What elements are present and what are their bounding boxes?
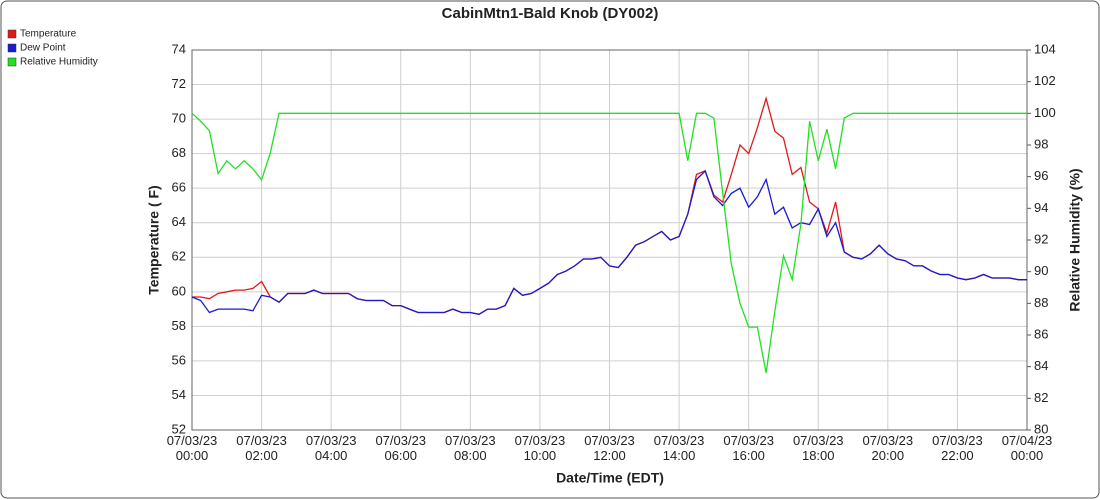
- legend-swatch: [7, 29, 17, 39]
- y2-tick-label: 90: [1034, 263, 1048, 278]
- y-tick-label: 54: [172, 387, 186, 402]
- x-tick-label: 07/03/23 22:00: [932, 433, 983, 463]
- y2-tick-label: 98: [1034, 136, 1048, 151]
- y-axis-label: Temperature ( F): [146, 185, 162, 294]
- y2-tick-label: 80: [1034, 421, 1048, 436]
- y-tick-label: 64: [172, 214, 186, 229]
- y-tick-label: 60: [172, 283, 186, 298]
- y2-tick-label: 96: [1034, 168, 1048, 183]
- y2-tick-label: 86: [1034, 326, 1048, 341]
- plot-border: [191, 49, 1028, 431]
- x-tick-label: 07/03/23 04:00: [305, 433, 357, 463]
- y2-tick-label: 92: [1034, 231, 1048, 246]
- x-tick-label: 07/03/23 06:00: [375, 433, 427, 463]
- legend-label: Temperature: [20, 29, 77, 40]
- x-axis-label: Date/Time (EDT): [556, 470, 664, 486]
- y-tick-label: 52: [172, 421, 186, 436]
- legend-label: Dew Point: [20, 43, 66, 54]
- y-tick-label: 56: [172, 352, 186, 367]
- x-tick-label: 07/03/23 00:00: [166, 433, 218, 463]
- x-tick-label: 07/03/23 18:00: [792, 433, 844, 463]
- y2-tick-label: 82: [1034, 390, 1048, 405]
- y-tick-label: 58: [172, 318, 186, 333]
- y-tick-label: 72: [172, 76, 186, 91]
- legend-swatch: [7, 43, 17, 53]
- series-line: [191, 169, 1027, 315]
- x-tick-label: 07/03/23 16:00: [723, 433, 774, 463]
- y-tick-label: 68: [172, 145, 186, 160]
- y2-tick-label: 102: [1034, 73, 1056, 88]
- legend-label: Relative Humidity: [20, 57, 98, 68]
- series-line: [191, 112, 1027, 374]
- x-tick-label: 07/03/23 08:00: [445, 433, 496, 463]
- x-tick-label: 07/03/23 20:00: [862, 433, 914, 463]
- y2-tick-label: 88: [1034, 295, 1048, 310]
- y-tick-label: 70: [172, 111, 186, 126]
- x-tick-label: 07/03/23 02:00: [236, 433, 287, 463]
- y2-tick-label: 104: [1034, 41, 1056, 56]
- y2-tick-label: 100: [1034, 105, 1056, 120]
- y2-tick-label: 94: [1034, 200, 1048, 215]
- y-tick-label: 62: [172, 249, 186, 264]
- y-tick-label: 66: [172, 180, 186, 195]
- x-tick-label: 07/03/23 10:00: [514, 433, 566, 463]
- legend-swatch: [7, 57, 17, 67]
- y2-axis-label: Relative Humidity (%): [1067, 168, 1083, 311]
- y-tick-label: 74: [172, 41, 186, 56]
- y2-tick-label: 84: [1034, 358, 1048, 373]
- x-tick-label: 07/04/23 00:00: [1001, 433, 1053, 463]
- x-tick-label: 07/03/23 14:00: [653, 433, 705, 463]
- chart-title: CabinMtn1-Bald Knob (DY002): [442, 5, 659, 22]
- x-tick-label: 07/03/23 12:00: [584, 433, 635, 463]
